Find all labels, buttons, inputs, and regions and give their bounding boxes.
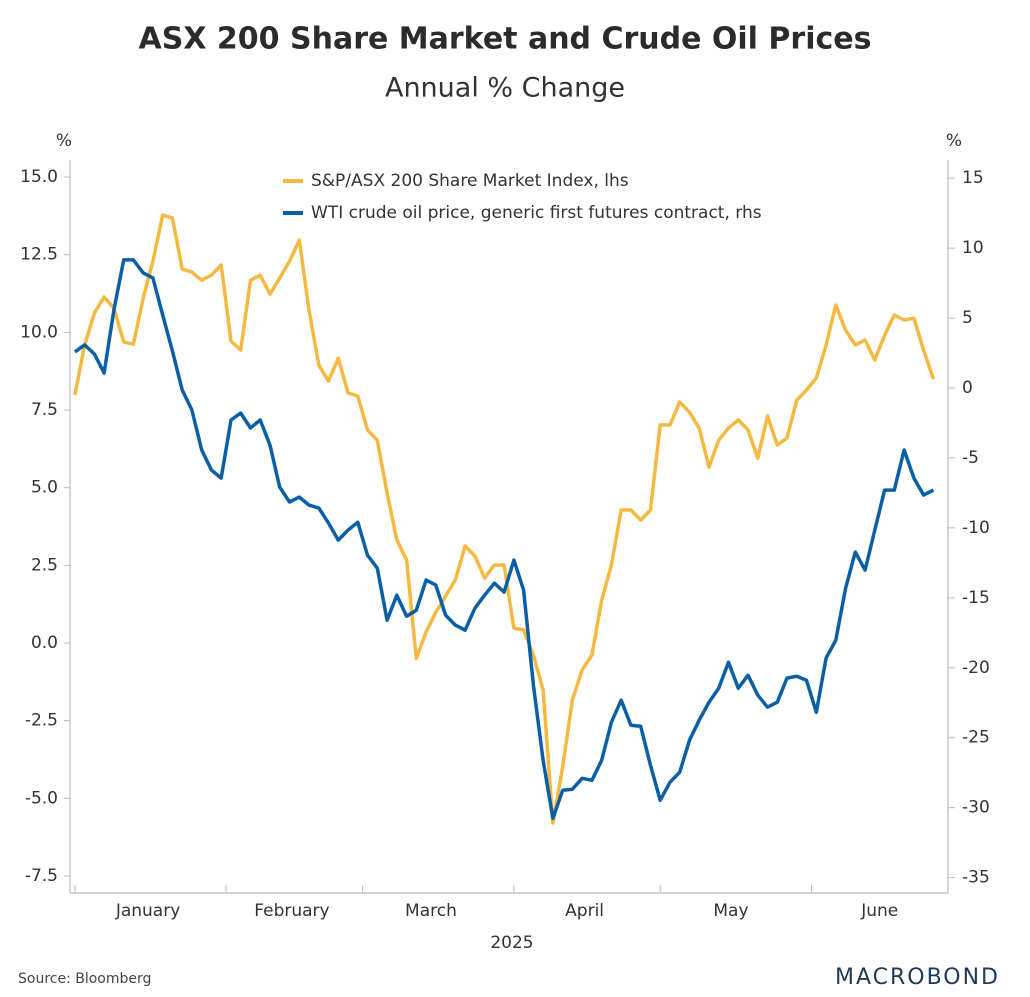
y2-tick-label: -30 (962, 798, 990, 818)
y-tick-label: -2.5 (25, 711, 58, 731)
y-tick-label: 15.0 (20, 167, 58, 187)
y-tick-label: 12.5 (20, 245, 58, 265)
y2-tick-label: -15 (962, 588, 990, 608)
x-tick-label: January (115, 901, 180, 921)
y2-tick-label: -5 (962, 448, 979, 468)
y2-tick-label: -25 (962, 728, 990, 748)
legend-label: WTI crude oil price, generic first futur… (311, 203, 762, 223)
series-line (73, 213, 936, 825)
y2-tick-label: 10 (962, 238, 984, 258)
x-tick-label: March (405, 901, 457, 921)
x-tick-label: April (565, 901, 604, 921)
y2-tick-label: 0 (962, 378, 973, 398)
y-tick-label: 7.5 (31, 400, 58, 420)
brand-logo: MACROBOND (835, 965, 1000, 990)
y-tick-label: 2.5 (31, 555, 58, 575)
chart-subtitle: Annual % Change (385, 73, 625, 104)
y2-tick-label: -35 (962, 868, 990, 888)
y-axis-unit: % (56, 131, 72, 151)
y2-tick-label: -10 (962, 518, 990, 538)
x-tick-label: May (713, 901, 748, 921)
x-tick-label: June (860, 901, 898, 921)
source-note: Source: Bloomberg (18, 971, 151, 987)
y2-tick-label: 5 (962, 308, 973, 328)
chart-title: ASX 200 Share Market and Crude Oil Price… (139, 22, 872, 57)
y-tick-label: 0.0 (31, 633, 58, 653)
y-tick-label: -7.5 (25, 866, 58, 886)
y-tick-label: 5.0 (31, 478, 58, 498)
legend-label: S&P/ASX 200 Share Market Index, lhs (311, 171, 629, 191)
y2-tick-label: 15 (962, 168, 984, 188)
y-tick-label: -5.0 (25, 788, 58, 808)
y2-tick-label: -20 (962, 658, 990, 678)
y-tick-label: 10.0 (20, 322, 58, 342)
x-axis-label: 2025 (490, 933, 533, 953)
y2-axis-unit: % (946, 131, 962, 151)
series-line (73, 258, 935, 821)
x-tick-label: February (254, 901, 329, 921)
